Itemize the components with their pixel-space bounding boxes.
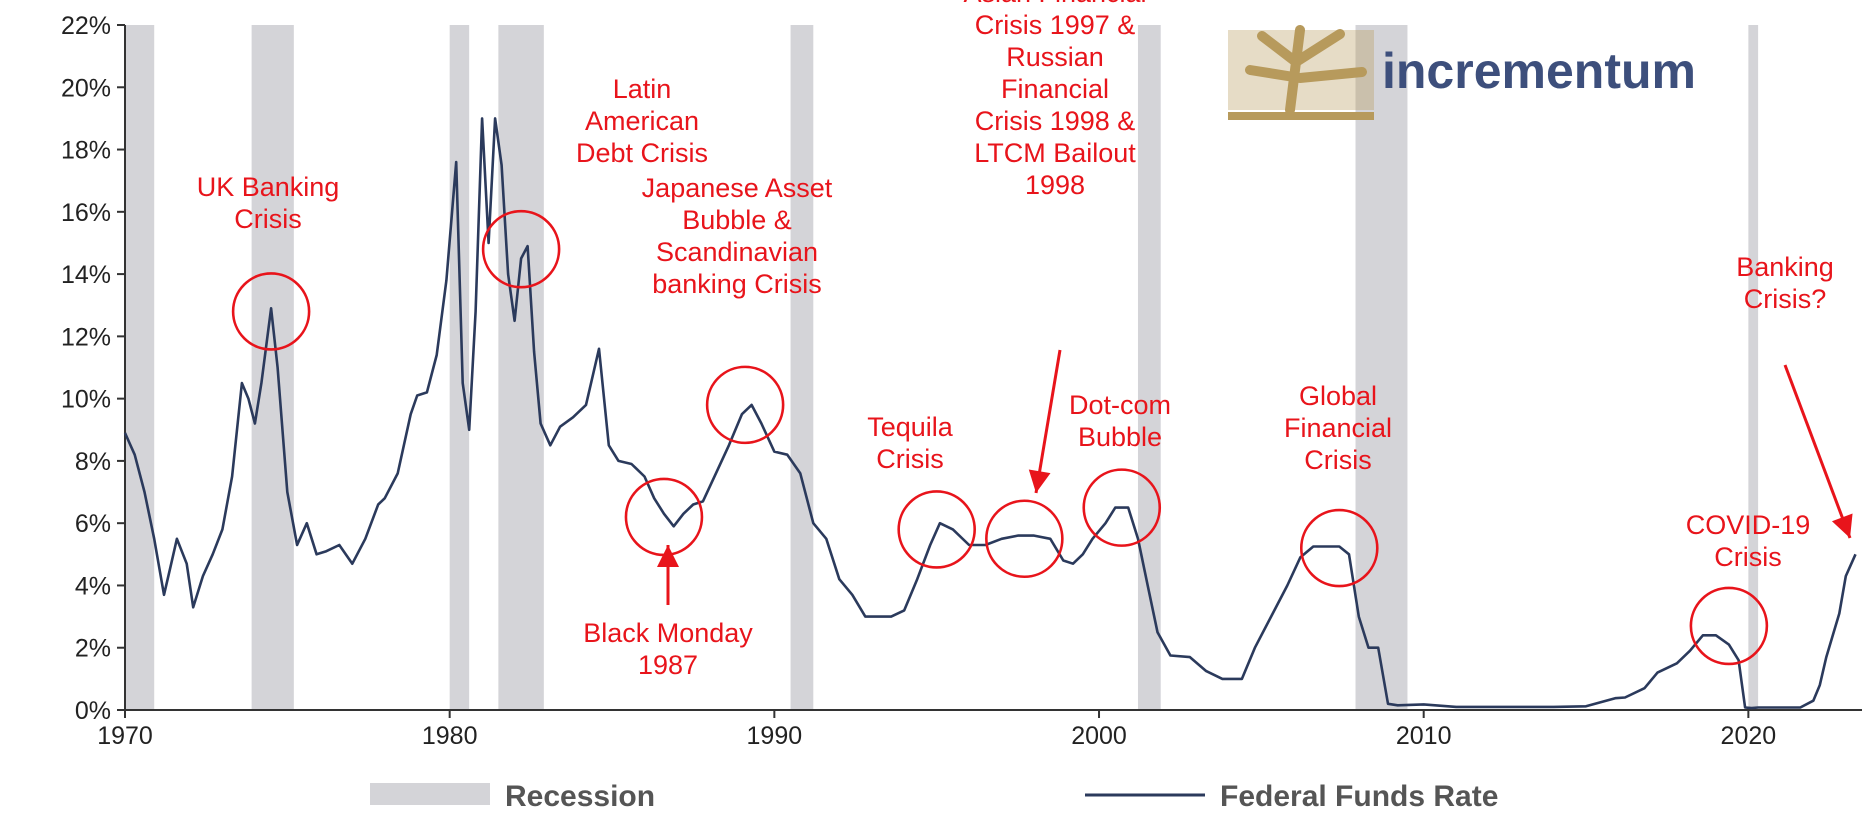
annotation-arrow-head bbox=[657, 545, 679, 567]
recession-bands bbox=[125, 25, 1759, 710]
x-tick-label: 2000 bbox=[1071, 722, 1127, 750]
annotation-text: Scandinavian bbox=[656, 237, 818, 267]
recession-band bbox=[498, 25, 544, 710]
y-tick-label: 16% bbox=[61, 199, 111, 227]
recession-band bbox=[1355, 25, 1408, 710]
logo: incrementum bbox=[1228, 25, 1696, 120]
x-tick-label: 1980 bbox=[422, 722, 478, 750]
legend-label: Federal Funds Rate bbox=[1220, 780, 1498, 813]
recession-band bbox=[790, 25, 814, 710]
x-tick-label: 1970 bbox=[97, 722, 153, 750]
recession-band bbox=[1748, 25, 1759, 710]
annotation-arrow-head bbox=[1831, 513, 1853, 538]
legend: Recession Federal Funds Rate bbox=[370, 780, 1498, 813]
annotation-text: 1987 bbox=[638, 650, 698, 680]
annotation-circle bbox=[985, 499, 1064, 579]
annotation-text: Asian Financial bbox=[963, 0, 1146, 8]
annotation-arrow-shaft bbox=[1034, 349, 1062, 494]
annotation-text: Crisis bbox=[1304, 445, 1372, 475]
x-tick-label: 2020 bbox=[1721, 722, 1777, 750]
y-tick-label: 14% bbox=[61, 261, 111, 289]
annotation-text: 1998 bbox=[1025, 170, 1085, 200]
annotation-circle bbox=[1689, 586, 1769, 666]
y-tick-label: 8% bbox=[75, 448, 111, 476]
annotation-text: Dot-com bbox=[1069, 390, 1171, 420]
line-series bbox=[123, 117, 1857, 710]
legend-label: Recession bbox=[505, 780, 655, 813]
annotation-text: COVID-19 bbox=[1686, 510, 1811, 540]
y-tick-label: 12% bbox=[61, 323, 111, 351]
annotation-text: Russian bbox=[1006, 42, 1104, 72]
annotation-circle bbox=[624, 477, 704, 557]
annotation-text: Financial bbox=[1001, 74, 1109, 104]
annotation-text: Japanese Asset bbox=[642, 173, 833, 203]
recession-band bbox=[1137, 25, 1161, 710]
axes: 0% 2% 4% 6% 8% 10% 12% 14% 16% 18% 20% 22% 1970 1980 1… bbox=[61, 12, 1862, 750]
annotation-text: Crisis bbox=[876, 444, 944, 474]
logo-text: incrementum bbox=[1382, 43, 1696, 99]
annotation-text: Crisis 1998 & bbox=[975, 106, 1136, 136]
y-tick-label: 20% bbox=[61, 74, 111, 102]
tree-icon bbox=[1228, 25, 1374, 120]
annotation-text: American bbox=[585, 106, 699, 136]
recession-band bbox=[251, 25, 294, 710]
y-tick-label: 4% bbox=[75, 572, 111, 600]
x-tick-label: 2010 bbox=[1396, 722, 1452, 750]
legend-swatch-recession bbox=[370, 783, 490, 805]
y-tick-label: 0% bbox=[75, 697, 111, 725]
federal-funds-rate-line bbox=[123, 117, 1857, 710]
x-tick-label: 1990 bbox=[747, 722, 803, 750]
annotation-circle bbox=[897, 490, 976, 569]
y-tick-label: 10% bbox=[61, 386, 111, 414]
annotation-text: Tequila bbox=[867, 412, 954, 442]
annotation-circle bbox=[1082, 468, 1162, 547]
annotation-circle bbox=[1299, 508, 1379, 588]
annotation-text: Crisis 1997 & bbox=[975, 10, 1136, 40]
annotation-arrow-head bbox=[1028, 469, 1051, 493]
y-tick-label: 22% bbox=[61, 12, 111, 40]
recession-band bbox=[125, 25, 155, 710]
annotation-arrow-shaft bbox=[1783, 364, 1852, 539]
y-tick-label: 2% bbox=[75, 635, 111, 663]
annotation-text: Financial bbox=[1284, 413, 1392, 443]
annotation-text: Crisis bbox=[1714, 542, 1782, 572]
annotation-text: Latin bbox=[613, 74, 672, 104]
annotation-text: Crisis bbox=[234, 204, 302, 234]
annotation-circle bbox=[481, 209, 561, 289]
annotation-circle bbox=[705, 365, 785, 445]
y-tick-label: 18% bbox=[61, 137, 111, 165]
annotation-text: Bubble & bbox=[682, 205, 792, 235]
annotation-text: Debt Crisis bbox=[576, 138, 708, 168]
annotation-text: banking Crisis bbox=[652, 269, 822, 299]
annotation-text: Global bbox=[1299, 381, 1377, 411]
annotation-text: LTCM Bailout bbox=[974, 138, 1136, 168]
annotation: Asian Financial Crisis 1997 &RussianFinan… bbox=[963, 0, 1147, 579]
annotation-circle bbox=[231, 272, 311, 351]
recession-band bbox=[449, 25, 470, 710]
y-tick-label: 6% bbox=[75, 510, 111, 538]
annotation-text: Crisis? bbox=[1744, 284, 1827, 314]
annotation-text: Black Monday bbox=[583, 618, 753, 648]
annotation-text: UK Banking bbox=[197, 172, 340, 202]
annotation-text: Banking bbox=[1736, 252, 1834, 282]
annotation-text: Bubble bbox=[1078, 422, 1162, 452]
